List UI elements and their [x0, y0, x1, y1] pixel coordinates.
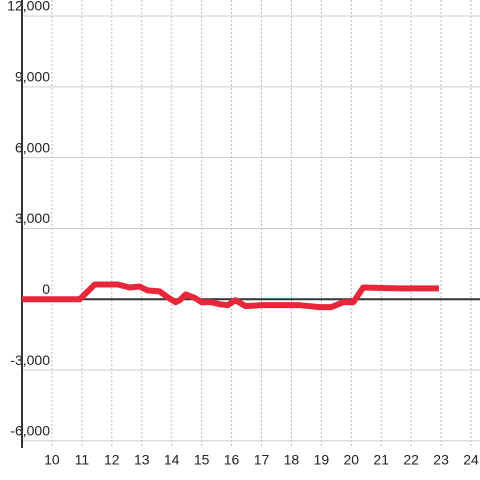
x-tick-label: 19 [314, 452, 330, 468]
x-tick-label: 10 [44, 452, 60, 468]
x-tick-label: 12 [104, 452, 120, 468]
x-tick-label: 23 [433, 452, 449, 468]
y-tick-label: 9,000 [15, 69, 50, 85]
y-tick-label: -6,000 [10, 423, 50, 439]
x-tick-label: 16 [224, 452, 240, 468]
y-tick-label: 12,000 [7, 0, 50, 14]
x-tick-label: 15 [194, 452, 210, 468]
y-tick-label: -3,000 [10, 352, 50, 368]
y-tick-label: 6,000 [15, 139, 50, 155]
x-tick-label: 18 [284, 452, 300, 468]
x-tick-label: 11 [75, 452, 90, 468]
x-tick-label: 13 [134, 452, 150, 468]
x-tick-label: 24 [463, 452, 479, 468]
x-tick-label: 17 [254, 452, 270, 468]
y-tick-label: 3,000 [15, 210, 50, 226]
x-tick-label: 21 [373, 452, 389, 468]
x-tick-label: 22 [403, 452, 419, 468]
x-tick-label: 14 [164, 452, 180, 468]
line [22, 281, 439, 311]
x-tick-label: 20 [343, 452, 359, 468]
y-tick-label: 0 [42, 281, 50, 297]
